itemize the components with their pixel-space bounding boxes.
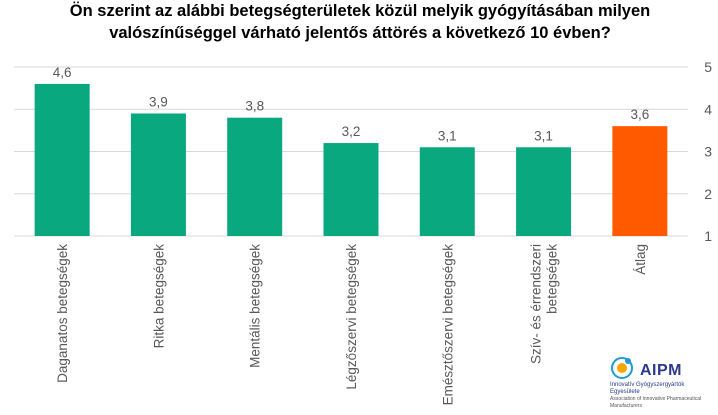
y-tick-label: 2 xyxy=(704,186,712,202)
data-label: 4,6 xyxy=(53,65,72,80)
category-label: betegségek xyxy=(545,244,560,314)
chart-title: Ön szerint az alábbi betegségterületek k… xyxy=(69,2,651,42)
y-tick-label: 4 xyxy=(704,101,712,117)
category-label: Légzőszervi betegségek xyxy=(344,244,359,390)
y-tick-label: 5 xyxy=(704,59,712,75)
category-label: Szív- és érrendszeri xyxy=(529,244,544,364)
aipm-logo-icon xyxy=(611,357,633,379)
logo-line1: Innovatív Gyógyszergyártók Egyesülete xyxy=(610,382,685,395)
y-tick-label: 3 xyxy=(704,144,712,160)
category-label: Átlag xyxy=(633,244,648,275)
logo-name: AIPM xyxy=(640,362,682,379)
data-label: 3,1 xyxy=(438,128,457,143)
bar xyxy=(130,113,186,236)
category-label: Emésztőszervi betegségek xyxy=(440,244,455,406)
bar xyxy=(516,147,572,236)
category-label: Daganatos betegségek xyxy=(55,244,70,383)
bar xyxy=(419,147,475,236)
bar xyxy=(34,83,90,237)
data-label: 3,9 xyxy=(149,94,168,109)
data-label: 3,8 xyxy=(245,99,264,114)
bar xyxy=(323,143,379,236)
category-label: Ritka betegségek xyxy=(151,244,166,349)
data-label: 3,1 xyxy=(534,128,553,143)
logo-line2: Association of Innovative Pharmaceutical… xyxy=(610,396,702,409)
data-label: 3,2 xyxy=(342,124,361,139)
y-tick-label: 1 xyxy=(704,228,712,244)
bar xyxy=(612,126,668,236)
bar xyxy=(227,117,283,236)
logo-subtitle: Innovatív Gyógyszergyártók Egyesülete As… xyxy=(610,382,710,410)
category-label: Mentális betegségek xyxy=(248,244,263,368)
data-label: 3,6 xyxy=(630,107,649,122)
